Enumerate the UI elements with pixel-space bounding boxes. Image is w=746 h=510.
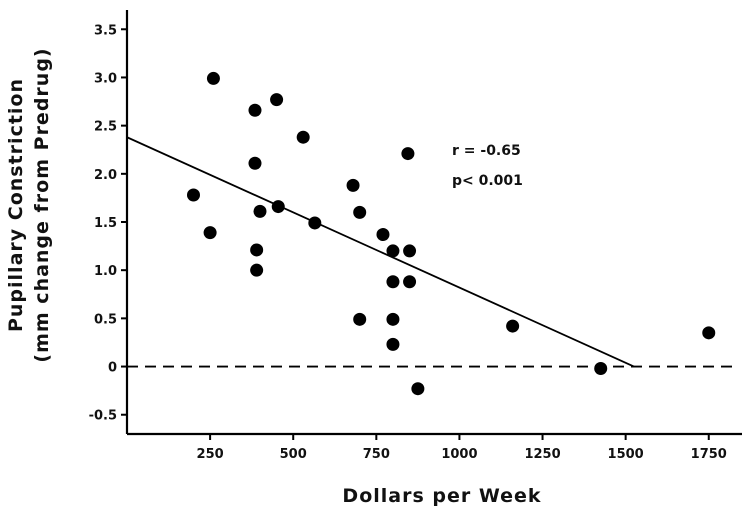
y-tick-label: 3.5 bbox=[94, 23, 117, 38]
plot-area bbox=[126, 71, 732, 396]
data-point bbox=[594, 361, 608, 375]
data-point bbox=[376, 228, 390, 242]
data-point bbox=[386, 312, 400, 326]
x-tick-label: 1750 bbox=[691, 447, 727, 462]
data-point bbox=[353, 312, 367, 326]
data-point bbox=[186, 188, 200, 202]
x-axis-ticks: 250 500 750 1000 1250 1500 1750 bbox=[197, 434, 727, 462]
y-axis-title-line-1: Pupillary Constriction bbox=[5, 78, 27, 332]
x-tick-label: 1250 bbox=[524, 447, 560, 462]
data-point bbox=[270, 93, 284, 107]
y-tick-label: 2.0 bbox=[94, 168, 117, 183]
data-point bbox=[308, 216, 322, 230]
data-point bbox=[401, 147, 415, 161]
x-tick-label: 1000 bbox=[441, 447, 477, 462]
y-tick-label: -0.5 bbox=[89, 409, 117, 424]
data-point bbox=[248, 103, 262, 117]
data-point bbox=[248, 156, 262, 170]
data-point bbox=[346, 178, 360, 192]
data-point bbox=[271, 200, 285, 214]
x-tick-label: 750 bbox=[363, 447, 390, 462]
x-axis-title: Dollars per Week bbox=[342, 485, 541, 507]
data-point bbox=[250, 243, 264, 257]
data-point bbox=[250, 263, 264, 277]
regression-line bbox=[126, 136, 635, 368]
y-axis-ticks: -0.5 0 0.5 1.0 1.5 2.0 2.5 3.0 3.5 bbox=[89, 23, 127, 424]
x-tick-label: 500 bbox=[280, 447, 307, 462]
data-point bbox=[403, 275, 417, 289]
p-value-annotation: p< 0.001 bbox=[452, 173, 523, 189]
correlation-annotation: r = -0.65 bbox=[452, 143, 521, 159]
data-point bbox=[411, 382, 425, 396]
data-point bbox=[702, 326, 716, 340]
data-point bbox=[403, 244, 417, 258]
y-tick-label: 1.5 bbox=[94, 216, 117, 231]
data-point bbox=[203, 226, 217, 240]
data-point bbox=[206, 71, 220, 85]
x-tick-label: 250 bbox=[197, 447, 224, 462]
y-tick-label: 3.0 bbox=[94, 71, 117, 86]
data-point bbox=[506, 319, 520, 333]
data-point bbox=[386, 337, 400, 351]
data-point bbox=[253, 204, 267, 218]
data-point bbox=[386, 244, 400, 258]
y-tick-label: 0.5 bbox=[94, 312, 117, 327]
data-point bbox=[353, 205, 367, 219]
data-point bbox=[386, 275, 400, 289]
data-point bbox=[296, 130, 310, 144]
y-tick-label: 1.0 bbox=[94, 264, 117, 279]
y-tick-label: 0 bbox=[108, 361, 117, 376]
x-tick-label: 1500 bbox=[608, 447, 644, 462]
y-axis-title-line-2: (mm change from Predrug) bbox=[31, 47, 53, 362]
y-tick-label: 2.5 bbox=[94, 120, 117, 135]
